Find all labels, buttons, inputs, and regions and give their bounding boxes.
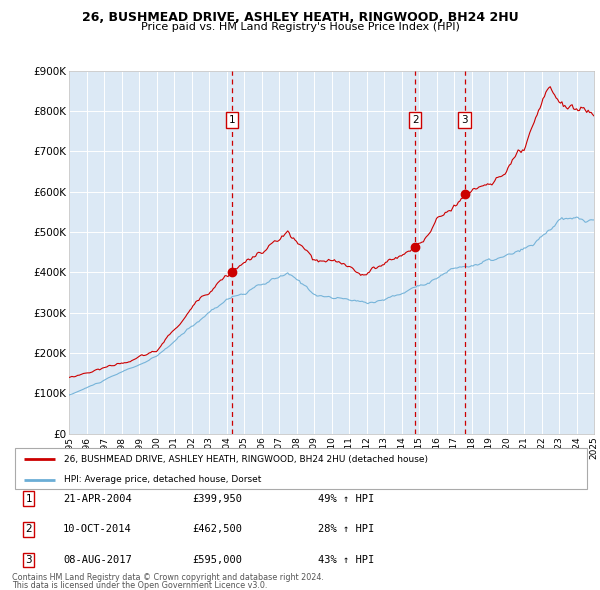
Text: 1: 1 xyxy=(229,115,235,124)
Text: £595,000: £595,000 xyxy=(192,555,242,565)
Text: 1: 1 xyxy=(25,494,32,503)
Text: £462,500: £462,500 xyxy=(192,525,242,534)
Text: £399,950: £399,950 xyxy=(192,494,242,503)
Text: 2: 2 xyxy=(25,525,32,534)
Text: 26, BUSHMEAD DRIVE, ASHLEY HEATH, RINGWOOD, BH24 2HU (detached house): 26, BUSHMEAD DRIVE, ASHLEY HEATH, RINGWO… xyxy=(64,454,428,464)
Text: 08-AUG-2017: 08-AUG-2017 xyxy=(63,555,132,565)
Text: 2: 2 xyxy=(412,115,418,124)
Text: Contains HM Land Registry data © Crown copyright and database right 2024.: Contains HM Land Registry data © Crown c… xyxy=(12,572,324,582)
Text: 43% ↑ HPI: 43% ↑ HPI xyxy=(318,555,374,565)
Text: This data is licensed under the Open Government Licence v3.0.: This data is licensed under the Open Gov… xyxy=(12,581,268,590)
Text: 10-OCT-2014: 10-OCT-2014 xyxy=(63,525,132,534)
Text: HPI: Average price, detached house, Dorset: HPI: Average price, detached house, Dors… xyxy=(64,476,262,484)
Text: 28% ↑ HPI: 28% ↑ HPI xyxy=(318,525,374,534)
Text: 3: 3 xyxy=(461,115,468,124)
Text: 26, BUSHMEAD DRIVE, ASHLEY HEATH, RINGWOOD, BH24 2HU: 26, BUSHMEAD DRIVE, ASHLEY HEATH, RINGWO… xyxy=(82,11,518,24)
Text: Price paid vs. HM Land Registry's House Price Index (HPI): Price paid vs. HM Land Registry's House … xyxy=(140,22,460,32)
Text: 49% ↑ HPI: 49% ↑ HPI xyxy=(318,494,374,503)
FancyBboxPatch shape xyxy=(15,448,587,489)
Text: 21-APR-2004: 21-APR-2004 xyxy=(63,494,132,503)
Text: 3: 3 xyxy=(25,555,32,565)
